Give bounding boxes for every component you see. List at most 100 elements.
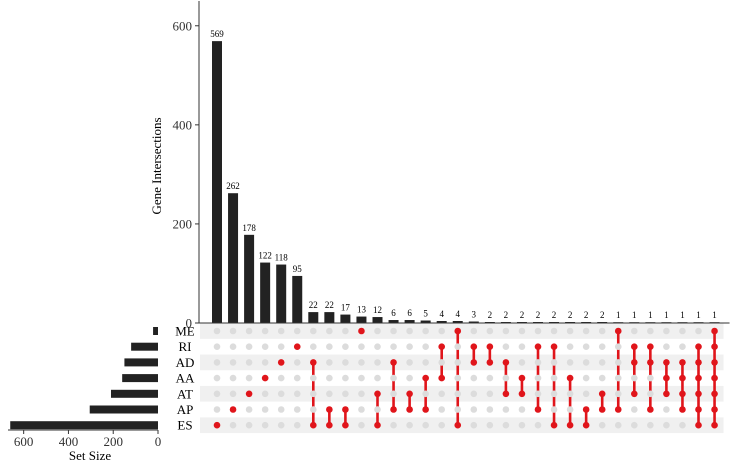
set-size-bar — [110, 389, 158, 398]
intersection-bar-label: 1 — [648, 310, 653, 320]
membership-dot-active — [647, 406, 654, 413]
set-name-label: AA — [176, 371, 195, 386]
membership-dot-inactive — [261, 327, 269, 335]
membership-dot-active — [711, 359, 718, 366]
membership-dot-inactive — [631, 327, 638, 335]
y-tick-label: 600 — [173, 18, 193, 33]
intersection-bar — [308, 312, 319, 323]
membership-dot-inactive — [213, 327, 221, 335]
membership-dot-inactive — [454, 343, 462, 351]
membership-dot-inactive — [229, 327, 237, 335]
set-size-bar — [153, 327, 158, 335]
membership-dot-active — [711, 390, 718, 398]
membership-dot-inactive — [229, 343, 237, 351]
membership-dot-active — [695, 406, 702, 413]
membership-dot-inactive — [406, 421, 413, 429]
membership-dot-inactive — [390, 374, 397, 382]
matrix-row-band — [200, 354, 724, 371]
membership-dot-inactive — [390, 421, 397, 429]
intersection-bar-label: 122 — [258, 251, 272, 261]
membership-dot-active — [470, 359, 478, 366]
membership-dot-inactive — [406, 327, 413, 335]
membership-dot-active — [229, 406, 237, 413]
membership-dot-inactive — [390, 343, 397, 351]
membership-dot-active — [374, 421, 381, 429]
membership-dot-active — [598, 390, 606, 398]
membership-dot-inactive — [470, 406, 478, 413]
membership-dot-active — [550, 421, 558, 429]
membership-dot-inactive — [550, 359, 558, 366]
membership-dot-active — [245, 390, 253, 398]
membership-dot-inactive — [647, 327, 654, 335]
membership-dot-inactive — [277, 327, 285, 335]
membership-dot-active — [711, 421, 718, 429]
membership-dot-inactive — [598, 374, 606, 382]
membership-dot-inactive — [310, 406, 317, 413]
membership-dot-active — [647, 343, 654, 351]
membership-dot-inactive — [631, 406, 638, 413]
membership-dot-inactive — [454, 406, 462, 413]
membership-dot-active — [502, 359, 510, 366]
membership-dot-inactive — [518, 421, 526, 429]
intersection-bar-label: 1 — [616, 310, 621, 320]
set-size-bar — [122, 374, 158, 383]
membership-dot-inactive — [229, 390, 237, 398]
set-size-axis-title: Set Size — [69, 448, 111, 462]
membership-dot-inactive — [293, 359, 301, 366]
intersection-bar-label: 17 — [341, 303, 351, 313]
membership-dot-inactive — [614, 359, 622, 366]
membership-dot-inactive — [598, 343, 606, 351]
membership-dot-inactive — [374, 359, 381, 366]
membership-dot-inactive — [534, 421, 542, 429]
intersection-bar-label: 4 — [456, 309, 461, 319]
membership-dot-inactive — [342, 343, 349, 351]
membership-dot-active — [470, 343, 478, 351]
intersection-bar-label: 2 — [504, 310, 509, 320]
intersection-bar — [340, 314, 351, 323]
membership-dot-active — [631, 359, 638, 366]
set-name-label: RI — [179, 339, 192, 354]
set-size-bar — [89, 405, 158, 414]
membership-dot-inactive — [679, 343, 686, 351]
set-name-label: ME — [175, 324, 195, 339]
membership-dot-active — [679, 359, 686, 366]
membership-dot-inactive — [422, 421, 429, 429]
membership-dot-inactive — [486, 374, 494, 382]
membership-dot-inactive — [293, 327, 301, 335]
membership-dot-inactive — [614, 390, 622, 398]
intersection-bar — [452, 321, 463, 323]
intersection-bar-label: 1 — [696, 310, 701, 320]
membership-dot-active — [663, 390, 670, 398]
set-size-bar — [10, 421, 159, 430]
intersection-bar — [276, 264, 287, 323]
membership-dot-inactive — [438, 406, 446, 413]
membership-dot-inactive — [663, 406, 670, 413]
membership-dot-inactive — [438, 327, 446, 335]
membership-dot-inactive — [631, 374, 638, 382]
membership-dot-inactive — [293, 421, 301, 429]
intersection-bar-label: 4 — [439, 309, 444, 319]
membership-dot-inactive — [326, 359, 333, 366]
membership-dot-inactive — [213, 406, 221, 413]
membership-dot-inactive — [406, 343, 413, 351]
membership-dot-inactive — [310, 343, 317, 351]
membership-dot-inactive — [663, 343, 670, 351]
set-name-label: ES — [177, 418, 192, 433]
membership-dot-inactive — [470, 390, 478, 398]
membership-dot-inactive — [470, 421, 478, 429]
membership-dot-active — [550, 343, 558, 351]
membership-dot-inactive — [390, 390, 397, 398]
membership-dot-inactive — [245, 359, 253, 366]
membership-dot-inactive — [374, 327, 381, 335]
intersection-bar-label: 178 — [242, 223, 256, 233]
intersection-bar-label: 1 — [680, 310, 685, 320]
membership-dot-active — [374, 390, 381, 398]
membership-dot-inactive — [566, 359, 574, 366]
membership-dot-active — [390, 406, 397, 413]
set-size-bar — [131, 342, 158, 351]
membership-dot-active — [406, 390, 413, 398]
membership-dot-inactive — [438, 421, 446, 429]
intersection-bar-label: 6 — [407, 308, 412, 318]
membership-dot-active — [614, 406, 622, 413]
